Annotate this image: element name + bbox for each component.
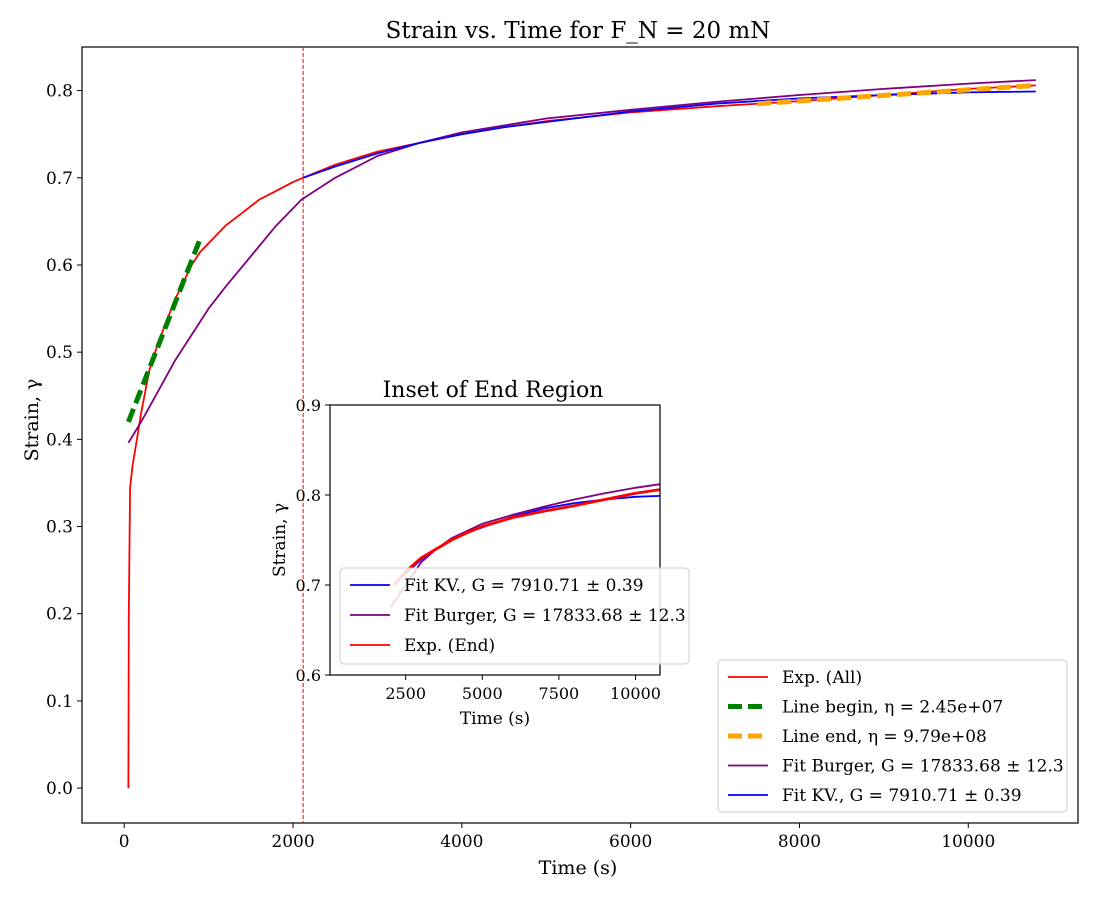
inset-legend-item-label: Fit KV., G = 7910.71 ± 0.39 xyxy=(404,576,644,596)
main-legend-item-label: Line end, η = 9.79e+08 xyxy=(782,727,987,747)
x-tick-label: 0 xyxy=(119,832,130,852)
chart-title: Strain vs. Time for F_N = 20 mN xyxy=(386,18,771,44)
inset-frame xyxy=(329,404,661,676)
inset-y-axis-label: Strain, γ xyxy=(270,503,290,577)
x-tick-label: 7500 xyxy=(539,684,580,703)
inset-series-line-2 xyxy=(392,488,660,586)
y-tick-label: 0.1 xyxy=(46,692,73,712)
inset-series-line-0 xyxy=(389,483,660,609)
main-axis-ticks: 0 2000 4000 6000 8000 10000 0.0 0.1 0.2 0.3 0.4 0.5… xyxy=(46,82,995,852)
y-tick-label: 0.7 xyxy=(296,576,321,595)
inset-x-axis-label: Time (s) xyxy=(460,709,530,729)
y-tick-label: 0.3 xyxy=(46,518,73,538)
inset-legend-item-box xyxy=(339,567,690,665)
main-legend-item-label: Fit KV., G = 7910.71 ± 0.39 xyxy=(782,786,1022,806)
main-series-line-1 xyxy=(127,79,1036,444)
y-tick-label: 0.6 xyxy=(46,256,73,276)
inset-title: Inset of End Region xyxy=(383,378,604,403)
main-plot-series xyxy=(126,47,1036,823)
inset-plot: 2500 5000 7500 10000 0.6 0.7 0.8 0.9 Inset of E… xyxy=(270,378,690,729)
inset-plot-series xyxy=(389,483,660,609)
x-tick-label: 10000 xyxy=(610,684,661,703)
y-tick-label: 0.8 xyxy=(46,82,73,102)
x-tick-label: 5000 xyxy=(462,684,503,703)
main-series-line-4 xyxy=(757,82,1036,107)
main-plot-frame xyxy=(81,46,1079,824)
main-legend: Exp. (All) Line begin, η = 2.45e+07 Line e… xyxy=(717,659,1068,813)
y-tick-label: 0.9 xyxy=(296,396,321,415)
x-axis-label: Time (s) xyxy=(539,857,618,879)
y-tick-label: 0.5 xyxy=(46,343,73,363)
inset-legend-item-label: Fit Burger, G = 17833.68 ± 12.3 xyxy=(404,606,686,626)
y-tick-label: 0.8 xyxy=(296,486,321,505)
x-tick-label: 2500 xyxy=(385,684,426,703)
x-tick-label: 8000 xyxy=(778,832,821,852)
inset-legend-item-label: Exp. (End) xyxy=(404,636,495,656)
main-legend-item-label: Exp. (All) xyxy=(782,668,862,688)
main-legend-item-box xyxy=(717,659,1068,813)
main-series-line-3 xyxy=(126,237,203,423)
y-tick-label: 0.4 xyxy=(46,430,73,450)
y-tick-label: 0.2 xyxy=(46,605,73,625)
y-tick-label: 0.7 xyxy=(46,169,73,189)
main-legend-item-label: Line begin, η = 2.45e+07 xyxy=(782,698,1003,718)
y-axis-label: Strain, γ xyxy=(21,379,43,462)
x-tick-label: 2000 xyxy=(271,832,314,852)
inset-axis-ticks: 2500 5000 7500 10000 0.6 0.7 0.8 0.9 xyxy=(296,396,661,703)
y-tick-label: 0.6 xyxy=(296,666,321,685)
main-legend-item-label: Fit Burger, G = 17833.68 ± 12.3 xyxy=(782,757,1064,777)
inset-legend: Fit KV., G = 7910.71 ± 0.39 Fit Burger, G… xyxy=(339,567,690,665)
y-tick-label: 0.0 xyxy=(46,779,73,799)
x-tick-label: 4000 xyxy=(440,832,483,852)
x-tick-label: 6000 xyxy=(609,832,652,852)
x-tick-label: 10000 xyxy=(941,832,995,852)
